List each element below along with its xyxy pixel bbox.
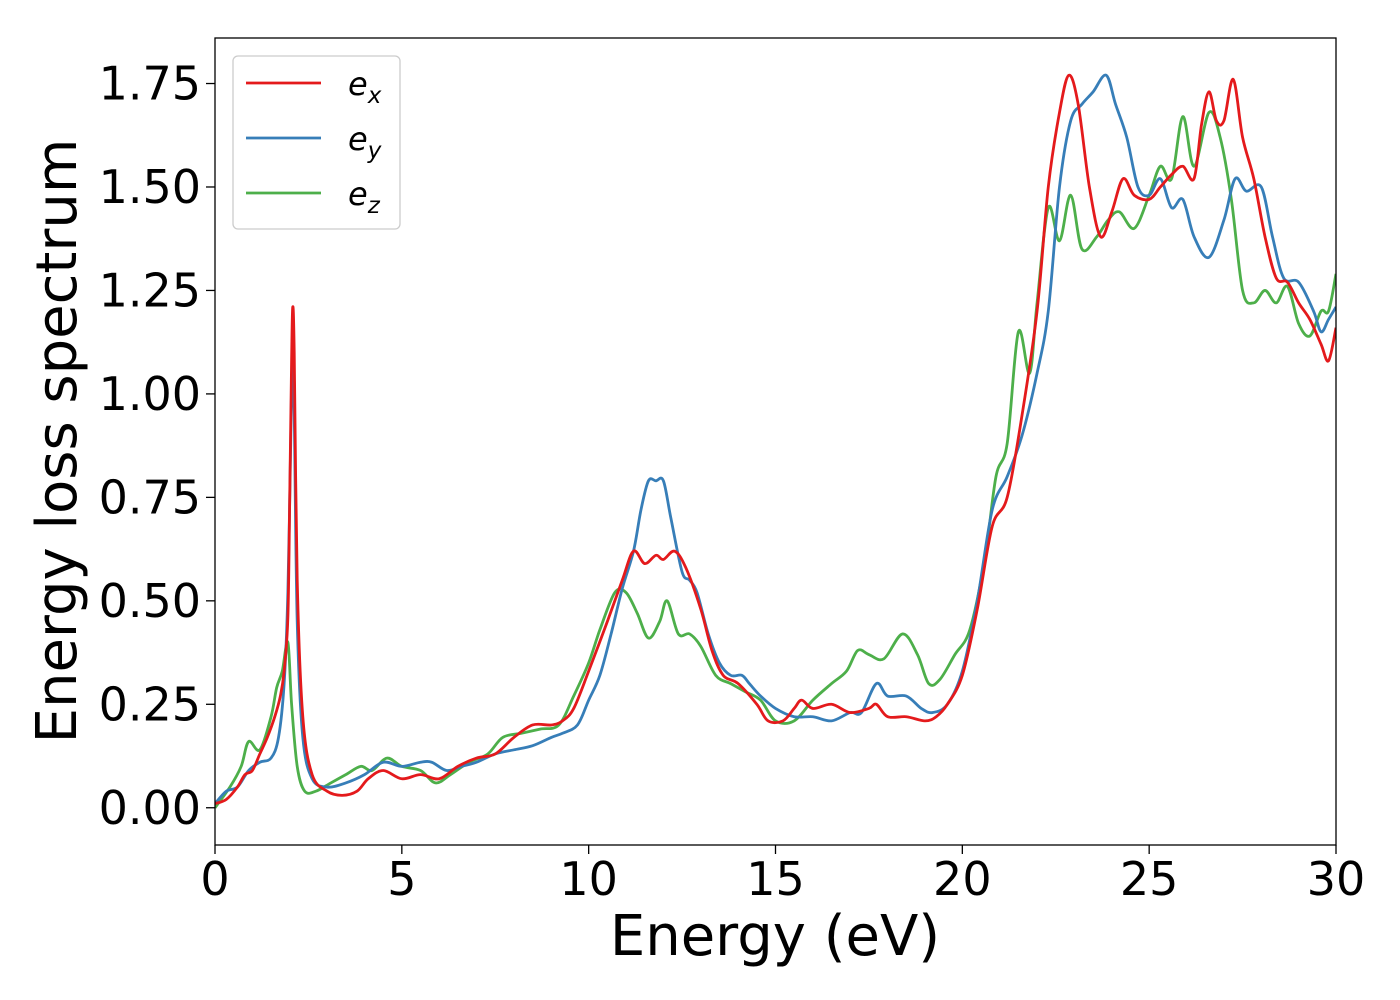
- legend-label-ex: ex: [348, 65, 382, 109]
- legend-label-base: e: [348, 65, 368, 103]
- series-line-ey: [215, 73, 1336, 805]
- axes: 0 5 10 15 20 25 30 0.00 0.25 0.50 0.75 1.00 1.25 1.50…: [99, 37, 1366, 906]
- y-tick-label: 1.25: [99, 263, 201, 317]
- legend-label-ey: ey: [348, 120, 382, 164]
- y-tick-label: 0.00: [99, 781, 201, 835]
- x-tick-label: 30: [1307, 852, 1366, 906]
- legend-label-base: e: [348, 175, 368, 213]
- y-tick-label: 1.75: [99, 57, 201, 111]
- x-tick-label: 20: [933, 852, 992, 906]
- plot-area: [215, 73, 1336, 809]
- legend-label-ez: ez: [348, 175, 381, 219]
- y-tick-label: 0.50: [99, 574, 201, 628]
- legend-label-subscript: z: [367, 193, 381, 219]
- legend-box: [232, 55, 401, 230]
- legend-label-subscript: x: [367, 83, 382, 109]
- x-tick-label: 5: [387, 852, 416, 906]
- y-tick-label: 1.00: [99, 367, 201, 421]
- series-line-ex: [215, 73, 1336, 805]
- y-tick-label: 1.50: [99, 160, 201, 214]
- x-tick-label: 15: [746, 852, 805, 906]
- legend-label-subscript: y: [367, 138, 382, 164]
- legend-label-base: e: [348, 120, 368, 158]
- y-tick-label: 0.25: [99, 677, 201, 731]
- x-axis-title: Energy (eV): [610, 904, 940, 969]
- x-tick-label: 10: [559, 852, 618, 906]
- x-tick-label: 0: [200, 852, 229, 906]
- y-axis-title: Energy loss spectrum: [25, 139, 90, 744]
- x-tick-label: 25: [1120, 852, 1179, 906]
- y-tick-label: 0.75: [99, 470, 201, 524]
